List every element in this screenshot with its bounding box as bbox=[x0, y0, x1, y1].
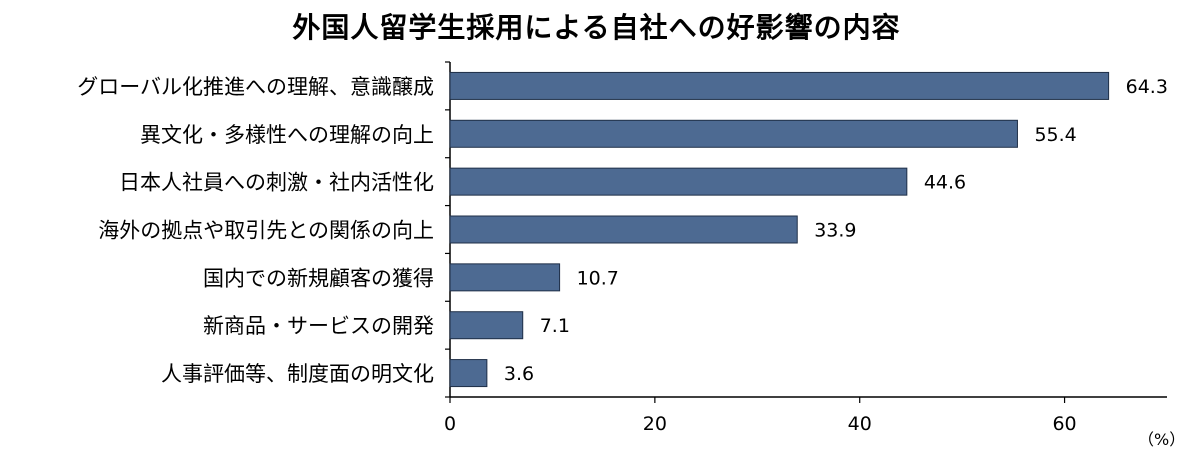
x-tick-label: 60 bbox=[1052, 413, 1076, 435]
x-tick-label: 40 bbox=[848, 413, 872, 435]
category-label: 新商品・サービスの開発 bbox=[203, 314, 434, 338]
category-label: 日本人社員への刺激・社内活性化 bbox=[119, 171, 434, 195]
unit-label: （%） bbox=[1138, 430, 1186, 449]
bar bbox=[449, 311, 524, 340]
bar bbox=[449, 215, 798, 244]
x-tick-label: 20 bbox=[643, 413, 667, 435]
category-label: 海外の拠点や取引先との関係の向上 bbox=[98, 219, 434, 243]
category-label: 異文化・多様性への理解の向上 bbox=[140, 123, 434, 147]
data-label: 64.3 bbox=[1126, 76, 1168, 98]
data-label: 44.6 bbox=[924, 172, 966, 194]
category-label: 人事評価等、制度面の明文化 bbox=[161, 362, 434, 386]
bar bbox=[449, 359, 488, 388]
category-label: 国内での新規顧客の獲得 bbox=[203, 266, 434, 290]
data-label: 7.1 bbox=[540, 315, 570, 337]
category-label: グローバル化推進への理解、意識醸成 bbox=[77, 75, 434, 99]
chart-title: 外国人留学生採用による自社への好影響の内容 bbox=[292, 11, 901, 44]
bar bbox=[449, 167, 908, 196]
data-label: 3.6 bbox=[504, 363, 534, 385]
data-label: 55.4 bbox=[1034, 124, 1076, 146]
bar bbox=[449, 263, 561, 292]
x-tick-label: 0 bbox=[444, 413, 456, 435]
bar bbox=[449, 71, 1110, 100]
data-label: 33.9 bbox=[814, 220, 856, 242]
data-label: 10.7 bbox=[577, 267, 619, 289]
bar bbox=[449, 119, 1018, 148]
